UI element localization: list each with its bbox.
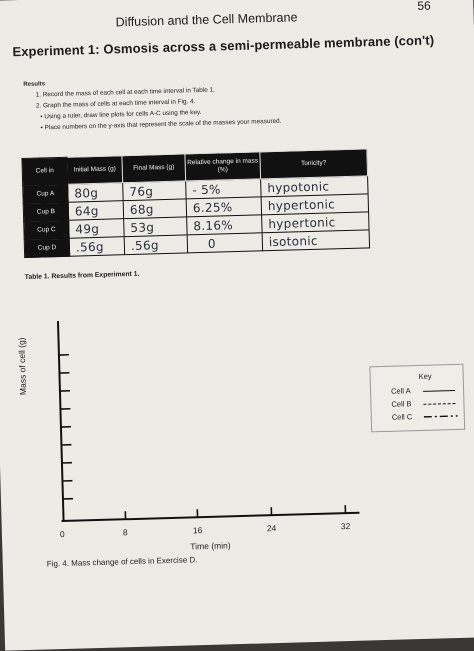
- relative-change-value: 6.25%: [186, 197, 261, 217]
- results-table: Cell in Initial Mass (g) Final Mass (g) …: [21, 148, 370, 258]
- row-label: Cup A: [23, 184, 68, 203]
- key-label: Cell B: [391, 399, 411, 409]
- instruction-1: 1. Record the mass of each cell at each …: [36, 87, 215, 99]
- col-header-initial-mass: Initial Mass (g): [67, 156, 123, 185]
- blank-graph-axes: [32, 301, 368, 542]
- initial-mass-value: 49g: [69, 219, 124, 239]
- final-mass-value: 68g: [123, 199, 186, 219]
- page-number: 56: [417, 0, 431, 13]
- row-label: Cup D: [24, 238, 69, 257]
- final-mass-value: 76g: [123, 181, 186, 201]
- key-label: Cell C: [392, 412, 413, 422]
- instruction-2: 2. Graph the mass of cells at each time …: [36, 98, 196, 109]
- instruction-4: • Place numbers on the y-axis that repre…: [40, 118, 281, 132]
- key-dash-dot-line: [424, 414, 458, 419]
- x-tick-label: 8: [123, 527, 128, 537]
- page-header: Diffusion and the Cell Membrane: [115, 10, 297, 29]
- row-label: Cup B: [23, 202, 68, 221]
- final-mass-value: .56g: [124, 235, 187, 255]
- x-axis-label: Time (min): [190, 540, 231, 551]
- key-label: Cell A: [391, 386, 411, 396]
- final-mass-value: 53g: [124, 217, 187, 237]
- initial-mass-value: 80g: [68, 183, 123, 203]
- x-axis-line: [62, 513, 360, 521]
- key-title: Key: [419, 372, 432, 381]
- relative-change-value: 8.16%: [187, 215, 262, 235]
- col-header-relative-change: Relative change in mass (%): [185, 152, 261, 181]
- graph-key: Key Cell A Cell B Cell C: [369, 364, 465, 433]
- col-header-tonicity: Tonicity?: [260, 149, 368, 179]
- figure-caption: Fig. 4. Mass change of cells in Exercise…: [47, 555, 198, 568]
- col-header-final-mass: Final Mass (g): [122, 154, 186, 183]
- table-caption: Table 1. Results from Experiment 1.: [25, 271, 140, 281]
- relative-change-value: - 5%: [186, 179, 261, 199]
- initial-mass-value: .56g: [69, 237, 124, 257]
- instruction-3: • Using a ruler, draw line plots for cel…: [40, 109, 201, 120]
- relative-change-value: 0: [187, 233, 262, 253]
- experiment-title: Experiment 1: Osmosis across a semi-perm…: [12, 32, 434, 59]
- key-solid-line: [423, 390, 455, 392]
- key-dashed-line: [423, 403, 455, 405]
- col-header-cell: Cell in: [22, 157, 68, 185]
- x-tick-label: 32: [341, 521, 351, 531]
- x-tick-label: 24: [267, 523, 277, 533]
- initial-mass-value: 64g: [68, 201, 123, 221]
- results-heading: Results: [23, 81, 45, 88]
- y-axis-label: Mass of cell (g): [16, 337, 28, 395]
- row-label: Cup C: [24, 220, 69, 239]
- x-tick-label: 16: [193, 525, 203, 535]
- tonicity-value: isotonic: [262, 230, 369, 251]
- y-axis-line: [58, 321, 64, 521]
- x-tick-label: 0: [60, 529, 65, 539]
